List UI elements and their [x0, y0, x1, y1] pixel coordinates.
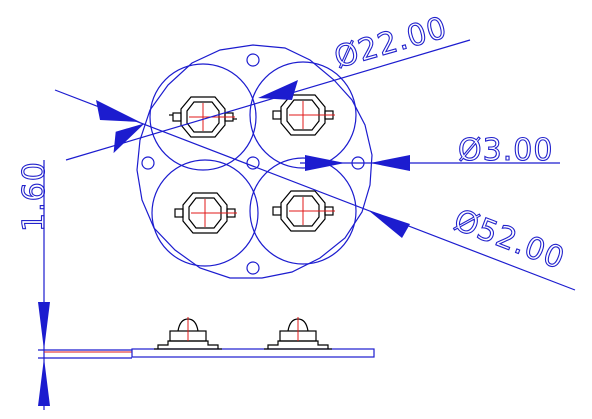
side-led-1 [154, 317, 222, 350]
hole-top [246, 53, 260, 67]
dim-text-52: Ø52.00 [449, 203, 569, 277]
dim-leader-52 [54, 89, 576, 291]
thickness-dimension [38, 160, 132, 410]
circle-tl [149, 63, 257, 171]
dim-leader-22 [65, 39, 471, 161]
hole-left [141, 156, 155, 170]
circle-br [249, 157, 357, 265]
dim-leader-3 [300, 155, 560, 171]
dim-text-3: Ø3.00 [458, 133, 553, 168]
hole-center [246, 156, 260, 170]
led-footprint-bl [174, 192, 237, 234]
dim-text-22: Ø22.00 [331, 10, 452, 75]
led-footprint-br [272, 190, 335, 232]
led-footprint-tr [272, 94, 335, 136]
circle-bl [151, 159, 259, 267]
side-view-board [131, 348, 375, 358]
hole-bottom [246, 261, 260, 275]
dim-text-thickness: 1.60 [17, 161, 52, 232]
circle-tr [249, 61, 357, 169]
led-footprint-tl [169, 96, 237, 138]
side-led-2 [264, 317, 332, 350]
